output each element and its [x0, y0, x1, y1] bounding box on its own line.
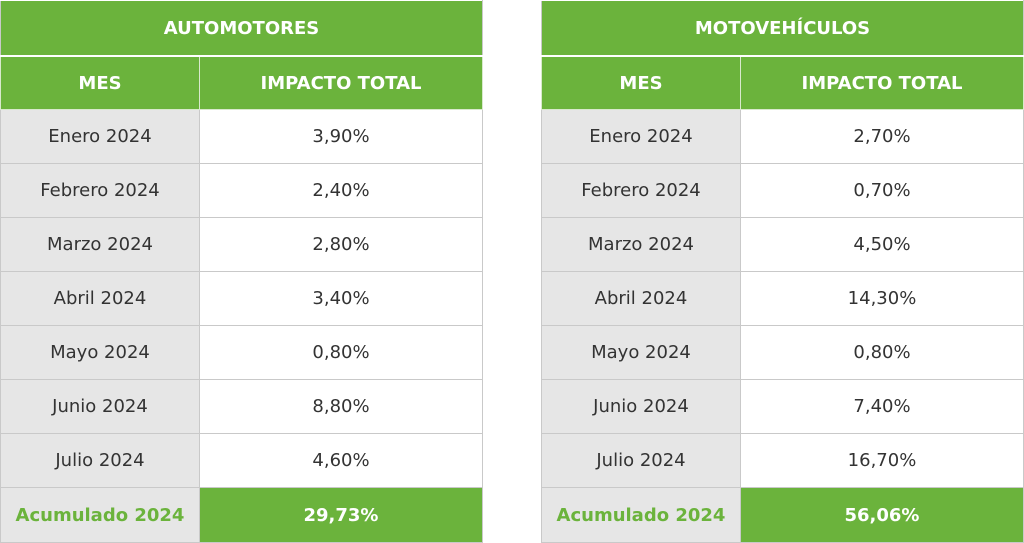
month-cell: Marzo 2024: [541, 217, 741, 272]
impact-cell: 0,70%: [740, 163, 1024, 218]
month-cell: Marzo 2024: [0, 217, 200, 272]
table-row: Febrero 2024 0,70%: [541, 163, 1024, 218]
month-cell: Mayo 2024: [0, 325, 200, 380]
table-row: Marzo 2024 2,80%: [0, 217, 483, 272]
column-header-row: MES IMPACTO TOTAL: [541, 55, 1024, 110]
column-header-impact: IMPACTO TOTAL: [740, 55, 1024, 110]
total-row: Acumulado 2024 29,73%: [0, 487, 483, 543]
total-label: Acumulado 2024: [0, 487, 200, 543]
table-row: Abril 2024 3,40%: [0, 271, 483, 326]
month-cell: Enero 2024: [541, 109, 741, 164]
total-row: Acumulado 2024 56,06%: [541, 487, 1024, 543]
table-title: MOTOVEHÍCULOS: [541, 0, 1024, 57]
column-header-impact: IMPACTO TOTAL: [199, 55, 483, 110]
impact-cell: 16,70%: [740, 433, 1024, 488]
column-header-month: MES: [541, 55, 741, 110]
total-label: Acumulado 2024: [541, 487, 741, 543]
month-cell: Julio 2024: [0, 433, 200, 488]
month-cell: Junio 2024: [541, 379, 741, 434]
impact-cell: 2,70%: [740, 109, 1024, 164]
column-header-row: MES IMPACTO TOTAL: [0, 55, 483, 110]
impact-cell: 7,40%: [740, 379, 1024, 434]
table-row: Febrero 2024 2,40%: [0, 163, 483, 218]
month-cell: Junio 2024: [0, 379, 200, 434]
column-header-month: MES: [0, 55, 200, 110]
table-row: Mayo 2024 0,80%: [541, 325, 1024, 380]
impact-cell: 4,50%: [740, 217, 1024, 272]
total-value: 29,73%: [199, 487, 483, 543]
table-title-row: MOTOVEHÍCULOS: [541, 0, 1024, 57]
month-cell: Abril 2024: [0, 271, 200, 326]
month-cell: Abril 2024: [541, 271, 741, 326]
month-cell: Febrero 2024: [541, 163, 741, 218]
month-cell: Enero 2024: [0, 109, 200, 164]
impact-cell: 0,80%: [740, 325, 1024, 380]
impact-cell: 14,30%: [740, 271, 1024, 326]
table-title: AUTOMOTORES: [0, 0, 483, 57]
month-cell: Mayo 2024: [541, 325, 741, 380]
impact-cell: 0,80%: [199, 325, 483, 380]
impact-cell: 2,80%: [199, 217, 483, 272]
table-row: Enero 2024 3,90%: [0, 109, 483, 164]
impact-cell: 8,80%: [199, 379, 483, 434]
impact-cell: 2,40%: [199, 163, 483, 218]
table-row: Abril 2024 14,30%: [541, 271, 1024, 326]
table-row: Julio 2024 4,60%: [0, 433, 483, 488]
table-row: Junio 2024 8,80%: [0, 379, 483, 434]
total-value: 56,06%: [740, 487, 1024, 543]
table-title-row: AUTOMOTORES: [0, 0, 483, 57]
impact-cell: 4,60%: [199, 433, 483, 488]
month-cell: Julio 2024: [541, 433, 741, 488]
impact-cell: 3,40%: [199, 271, 483, 326]
impact-cell: 3,90%: [199, 109, 483, 164]
table-row: Julio 2024 16,70%: [541, 433, 1024, 488]
month-cell: Febrero 2024: [0, 163, 200, 218]
table-row: Mayo 2024 0,80%: [0, 325, 483, 380]
table-row: Marzo 2024 4,50%: [541, 217, 1024, 272]
motovehiculos-table: MOTOVEHÍCULOS MES IMPACTO TOTAL Enero 20…: [541, 0, 1024, 543]
automotores-table: AUTOMOTORES MES IMPACTO TOTAL Enero 2024…: [0, 0, 483, 543]
table-row: Enero 2024 2,70%: [541, 109, 1024, 164]
table-row: Junio 2024 7,40%: [541, 379, 1024, 434]
